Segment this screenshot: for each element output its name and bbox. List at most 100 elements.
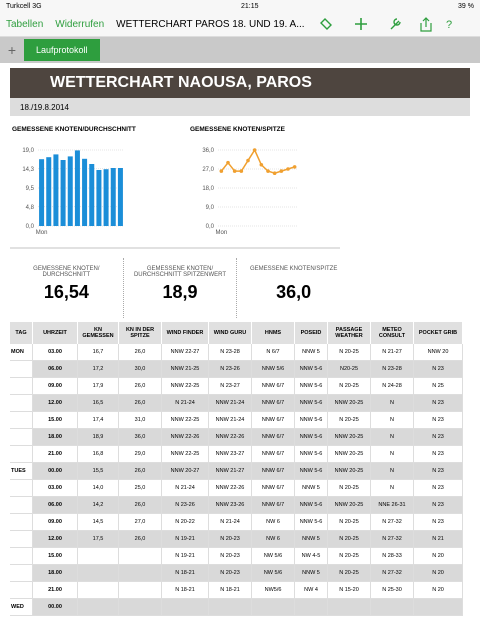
table-cell: N 20 [413, 547, 463, 565]
table-cell: 27,0 [118, 513, 162, 531]
table-cell: N 23 [413, 394, 463, 412]
table-cell: NNW 5-6 [294, 445, 328, 463]
table-cell: 14,5 [77, 513, 119, 531]
column-header: UHRZEIT [32, 322, 78, 344]
table-cell: N 20-23 [208, 564, 252, 582]
table-cell: 26,0 [118, 344, 162, 361]
table-cell: N [370, 462, 414, 480]
table-cell: 25,0 [118, 479, 162, 497]
table-cell: N 20-23 [208, 547, 252, 565]
format-icon[interactable] [319, 18, 332, 30]
summary-label: GEMESSENE KNOTEN/ DURCHSCHNITT SPITZENWE… [133, 266, 227, 278]
table-cell [10, 411, 33, 429]
table-cell: N 23 [413, 445, 463, 463]
table-cell: N 20-22 [161, 513, 209, 531]
table-row: 09.00 14,5 27,0 N 20-22 N 21-24 NW 6 NNW 5-6 N … [10, 513, 463, 531]
bar [60, 160, 66, 226]
table-cell: 17,9 [77, 377, 119, 395]
add-icon[interactable] [354, 18, 367, 30]
table-cell: 26,0 [118, 496, 162, 514]
table-cell: N 18-21 [161, 581, 209, 599]
point [286, 167, 290, 171]
table-cell: NNW 20-25 [327, 496, 371, 514]
add-sheet[interactable]: + [7, 42, 17, 58]
table-cell: 06.00 [32, 496, 78, 514]
table-cell: 12.00 [32, 530, 78, 548]
table-cell: N [370, 428, 414, 446]
table-cell: NNW 5/6 [251, 360, 295, 378]
summary-label: GEMESSENE KNOTEN/SPITZE [250, 266, 338, 272]
table-cell: N 20-25 [327, 513, 371, 531]
point [259, 162, 264, 167]
point [239, 169, 244, 173]
table-cell: N [370, 394, 414, 412]
table-cell [118, 581, 162, 599]
table-cell: N 20-25 [327, 377, 371, 395]
table-cell: NW 6 [251, 530, 295, 548]
table-container: TAG UHRZEIT KN GEMESSEN KN IN DER SPITZE WIN… [10, 322, 463, 616]
table-cell: 18,9 [77, 428, 119, 446]
table-cell: N 24-28 [370, 377, 414, 395]
table-cell: WED [10, 598, 33, 616]
undo-button[interactable]: Widerrufen [55, 18, 105, 30]
y-tick-label: 18,0 [202, 186, 214, 192]
table-cell: 21.00 [32, 445, 78, 463]
table-cell: NNW 6/7 [251, 479, 295, 497]
help-icon[interactable]: ? [446, 19, 452, 31]
table-cell: 15.00 [32, 411, 78, 429]
table-cell: NNW 20 [413, 344, 463, 361]
table-cell: NNW 6/7 [251, 496, 295, 514]
table-cell [77, 598, 119, 616]
table-cell [10, 360, 33, 378]
table-cell: N 18-21 [161, 564, 209, 582]
network: 3G [32, 2, 42, 10]
table-cell: N 20-25 [327, 547, 371, 565]
table-cell: N 23 [413, 428, 463, 446]
summary-cell: GEMESSENE KNOTEN/SPITZE 36,0 [237, 258, 350, 318]
table-cell: NNW 21-25 [161, 360, 209, 378]
document-title: WETTERCHART PAROS 18. UND 19. A... [116, 18, 305, 30]
column-header: KN IN DER SPITZE [118, 322, 162, 344]
table-cell: NNW 21-24 [208, 411, 252, 429]
toolbar: Tabellen Widerrufen WETTERCHART PAROS 18… [0, 12, 480, 37]
bar [89, 164, 95, 226]
tools-icon[interactable] [390, 18, 401, 30]
table-cell: N 23 [413, 513, 463, 531]
table-cell: N 20 [413, 581, 463, 599]
table-cell: N 23 [413, 496, 463, 514]
table-cell: 18.00 [32, 428, 78, 446]
table-row: MON 03.00 16,7 26,0 NNW 22-27 N 23-28 N 6/7 NNW… [10, 344, 463, 361]
table-cell [10, 530, 33, 548]
bar [74, 150, 80, 226]
table-cell: NNW 5-6 [294, 496, 328, 514]
tab-bar: + Laufprotokoll [0, 37, 480, 63]
table-cell: NW 4 [294, 581, 328, 599]
sheet-tab[interactable]: Laufprotokoll [24, 39, 100, 61]
point [292, 165, 297, 169]
table-cell: N 21-27 [370, 344, 414, 361]
column-header: HNMS [251, 322, 295, 344]
table-cell: NNW 5-6 [294, 513, 328, 531]
summary-cell: GEMESSENE KNOTEN/ DURCHSCHNITT 16,54 [10, 258, 124, 318]
y-tick-label: 36,0 [202, 148, 214, 154]
table-row: TUES 00.00 15,5 26,0 NNW 20-27 NNW 21-27 NNW 6… [10, 462, 463, 480]
table-cell: 06.00 [32, 360, 78, 378]
point [219, 169, 224, 173]
table-cell: NW 5/6 [251, 547, 295, 565]
bar [39, 159, 45, 226]
table-cell: NNW 5 [294, 344, 328, 361]
table-cell: NNW 22-25 [161, 377, 209, 395]
bar [67, 156, 73, 226]
table-cell [370, 598, 414, 616]
share-icon[interactable] [419, 17, 432, 32]
column-header: METEO CONSULT [370, 322, 414, 344]
battery: 39 % [458, 2, 474, 10]
table-cell: 18.00 [32, 564, 78, 582]
summary-value: 16,54 [43, 282, 89, 302]
y-tick-label: 14,3 [22, 167, 34, 173]
back-button[interactable]: Tabellen [6, 18, 44, 30]
table-cell: 21.00 [32, 581, 78, 599]
table-cell: NNW 23-26 [208, 496, 252, 514]
table-row: 09.00 17,9 26,0 NNW 22-25 N 23-27 NNW 6/7 NNW … [10, 377, 463, 395]
table-cell [413, 598, 463, 616]
